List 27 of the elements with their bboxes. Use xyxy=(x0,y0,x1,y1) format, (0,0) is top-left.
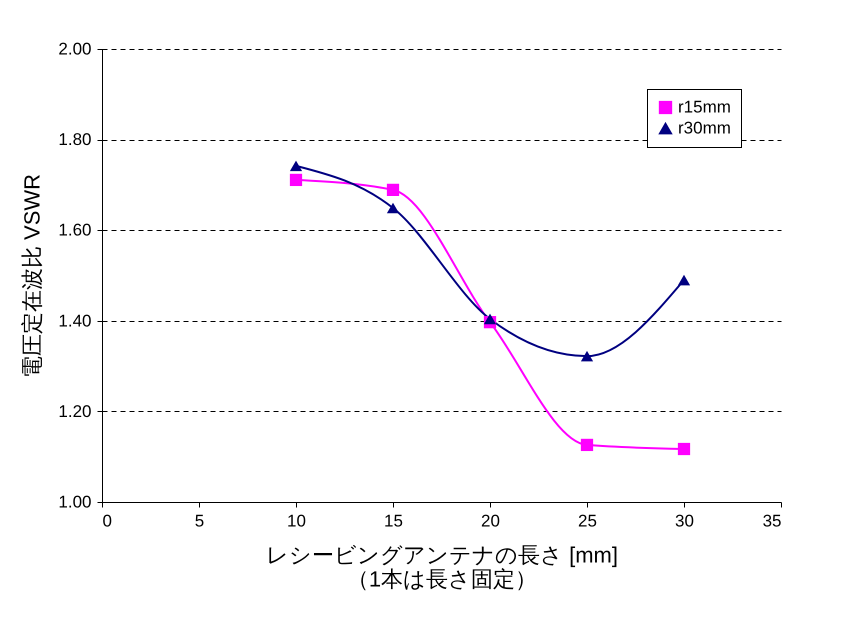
point xyxy=(678,442,690,456)
x-tick-label: 30 xyxy=(675,512,694,530)
y-tick-label: 2.00 xyxy=(58,40,92,58)
x-tick-label: 15 xyxy=(384,512,403,530)
y-tick-label: 1.00 xyxy=(58,492,92,512)
point xyxy=(386,184,400,196)
x-tick-label: 10 xyxy=(287,512,306,530)
x-axis-title: レシービングアンテナの長さ [mm] （1本は長さ固定） xyxy=(266,542,618,592)
y-tick-label: 1.80 xyxy=(58,130,92,150)
point xyxy=(484,314,496,324)
point xyxy=(678,274,690,286)
y-tick-label: 1.20 xyxy=(58,402,92,421)
x-tick-label: 35 xyxy=(762,512,782,530)
point xyxy=(290,174,302,186)
point xyxy=(290,160,302,172)
y-tick-label: 1.40 xyxy=(58,311,92,330)
point xyxy=(580,350,594,362)
legend-label: r15mm xyxy=(678,98,731,116)
y-axis-title: 電圧定在波比 VSWR xyxy=(19,174,44,378)
point xyxy=(386,202,400,214)
x-tick-label: 0 xyxy=(102,512,112,530)
point xyxy=(580,438,594,452)
x-tick-label: 20 xyxy=(481,512,500,530)
legend-label: r30mm xyxy=(678,118,731,138)
x-tick-label: 5 xyxy=(194,512,204,530)
y-tick-label: 1.60 xyxy=(58,220,92,240)
x-tick-label: 25 xyxy=(578,512,597,530)
